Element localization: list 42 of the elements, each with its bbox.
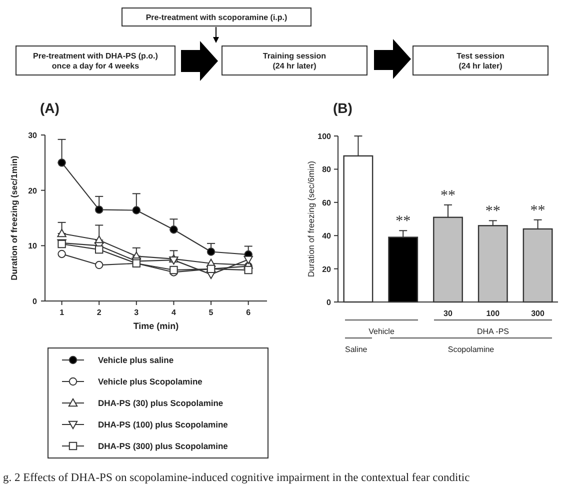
x-tick-label: 30 — [444, 309, 453, 318]
y-axis-title: Duration of freezing (sec/6min) — [306, 160, 316, 278]
y-tick-label: 0 — [32, 297, 38, 306]
y-tick-label: 20 — [322, 264, 332, 274]
text: Pre-treatment with DHA-PS (p.o.) once a day for 4 weeks — [33, 52, 158, 70]
x-tick-label: 2 — [96, 308, 102, 317]
y-tick-label: 60 — [322, 198, 332, 208]
y-tick-label: 100 — [318, 132, 332, 141]
y-tick-label: 10 — [28, 242, 38, 251]
x-tick-label: 6 — [246, 308, 252, 317]
text: Scopolamine — [448, 345, 495, 354]
legend-label: Vehicle plus Scopolamine — [98, 376, 203, 386]
text: Training session (24 hr later) — [262, 52, 326, 70]
y-tick-label: 40 — [322, 232, 332, 241]
x-tick-label: 4 — [171, 308, 176, 317]
text: Saline — [345, 345, 368, 354]
chart-title: (B) — [333, 100, 352, 116]
y-tick-label: 0 — [326, 298, 332, 307]
legend-label: Vehicle plus saline — [98, 355, 174, 365]
text: Test session (24 hr later) — [456, 52, 505, 70]
data-label: ** — [530, 202, 546, 219]
text: Vehicle — [368, 327, 395, 336]
y-tick-label: 80 — [322, 165, 332, 174]
legend-label: DHA-PS (100) plus Scopolamine — [98, 420, 228, 430]
x-tick-label: 5 — [208, 308, 214, 317]
data-label: ** — [396, 214, 411, 230]
data-label: ** — [440, 188, 456, 204]
x-tick-label: 3 — [134, 308, 140, 317]
text: Pre-treatment with scoporamine (i.p.) — [146, 13, 288, 22]
x-tick-label: 1 — [60, 308, 65, 317]
x-tick-label: 300 — [531, 309, 546, 318]
legend-label: DHA-PS (30) plus Scopolamine — [98, 398, 224, 408]
legend-label: DHA-PS (300) plus Scopolamine — [98, 441, 228, 451]
x-axis-title: Time (min) — [133, 321, 179, 331]
y-axis-title: Duration of freezing (sec/1min) — [9, 155, 19, 280]
text: DHA -PS — [476, 327, 510, 336]
text: g. 2 Effects of DHA-PS on scopolamine-induced cognitive impairment in the contextual fear conditic — [3, 472, 470, 484]
x-tick-label: 100 — [486, 309, 500, 318]
y-tick-label: 20 — [28, 186, 38, 196]
chart-title: (A) — [40, 100, 60, 116]
y-tick-label: 30 — [28, 131, 38, 140]
data-label: ** — [485, 204, 500, 220]
